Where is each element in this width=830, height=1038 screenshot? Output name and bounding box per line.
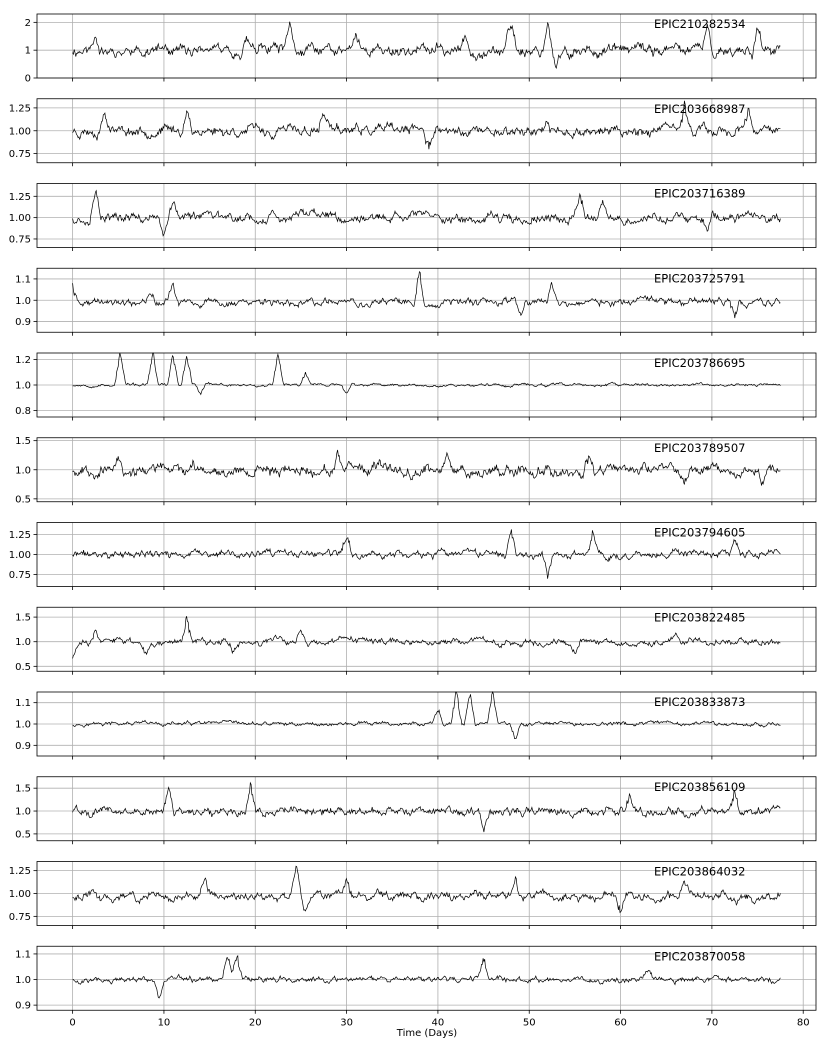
series-line xyxy=(72,449,781,486)
x-tick-label: 20 xyxy=(249,1017,262,1028)
series-line xyxy=(72,21,781,69)
y-tick-label: 1.0 xyxy=(15,720,31,731)
panel-label: EPIC203864032 xyxy=(654,865,745,879)
y-tick-label: 1.0 xyxy=(15,807,31,818)
series-line xyxy=(72,616,781,659)
y-tick-label: 1.5 xyxy=(15,613,31,624)
series-line xyxy=(72,690,781,740)
panel-label: EPIC203668987 xyxy=(654,102,745,116)
y-tick-label: 0.9 xyxy=(15,741,31,752)
series-line xyxy=(72,781,781,833)
panel-11: 0.9 1.0 1.1 EPIC203870058 0 10 20 30 40 50 60 70 80 xyxy=(15,945,817,1028)
x-axis-label: Time (Days) xyxy=(396,1028,458,1038)
panel-9: 0.5 1.0 1.5 EPIC203856109 xyxy=(15,776,817,845)
x-tick-label: 80 xyxy=(797,1017,810,1028)
series-line xyxy=(72,352,781,396)
x-tick-label: 70 xyxy=(706,1017,719,1028)
x-tick-label: 60 xyxy=(614,1017,627,1028)
y-tick-label: 1.0 xyxy=(15,296,31,307)
x-tick-label: 30 xyxy=(340,1017,353,1028)
series-line xyxy=(72,954,781,999)
panel-0: 0 1 2 EPIC210282534 xyxy=(25,13,817,85)
panel-label: EPIC203716389 xyxy=(654,187,745,201)
y-tick-label: 1.0 xyxy=(15,381,31,392)
panel-label: EPIC210282534 xyxy=(654,17,745,31)
panel-label: EPIC203856109 xyxy=(654,780,745,794)
y-tick-label: 1.25 xyxy=(9,530,31,541)
panel-5: 0.5 1.0 1.5 EPIC203789507 xyxy=(15,436,817,505)
y-tick-label: 0.8 xyxy=(15,406,31,417)
y-tick-label: 1.1 xyxy=(15,949,31,960)
axes-frame xyxy=(36,945,817,1011)
panel-label: EPIC203833873 xyxy=(654,695,745,709)
series-line xyxy=(72,865,781,914)
y-tick-label: 1.00 xyxy=(9,213,31,224)
y-tick-label: 1.25 xyxy=(9,103,31,114)
y-tick-label: 0.75 xyxy=(9,149,31,160)
x-tick-label: 40 xyxy=(432,1017,445,1028)
series-line xyxy=(72,529,781,579)
y-tick-label: 0.9 xyxy=(15,317,31,328)
y-tick-label: 0.75 xyxy=(9,234,31,245)
panel-label: EPIC203822485 xyxy=(654,610,745,624)
series-line xyxy=(72,189,781,237)
panel-label: EPIC203870058 xyxy=(654,949,745,963)
y-tick-label: 1.0 xyxy=(15,637,31,648)
x-tick-label: 50 xyxy=(523,1017,536,1028)
panel-label: EPIC203786695 xyxy=(654,356,745,370)
panel-1: 0.75 1.00 1.25 EPIC203668987 xyxy=(9,98,817,167)
y-tick-label: 2 xyxy=(25,18,31,29)
panel-label: EPIC203725791 xyxy=(654,271,745,285)
y-tick-label: 1.1 xyxy=(15,698,31,709)
y-tick-label: 0.9 xyxy=(15,1001,31,1012)
panel-6: 0.75 1.00 1.25 EPIC203794605 xyxy=(9,522,817,590)
series-line xyxy=(72,270,781,319)
x-tick-label: 10 xyxy=(158,1017,171,1028)
axes-frame xyxy=(36,606,817,672)
panel-10: 0.75 1.00 1.25 EPIC203864032 xyxy=(9,861,817,929)
y-tick-label: 0.5 xyxy=(15,494,31,505)
axes-frame xyxy=(36,13,817,79)
y-tick-label: 1.5 xyxy=(15,784,31,795)
panel-3: 0.9 1.0 1.1 EPIC203725791 xyxy=(15,267,817,336)
y-tick-label: 1.2 xyxy=(15,355,31,366)
y-tick-label: 1 xyxy=(25,46,31,57)
panel-label: EPIC203789507 xyxy=(654,441,745,455)
y-tick-label: 0.75 xyxy=(9,570,31,581)
panel-label: EPIC203794605 xyxy=(654,526,745,540)
axes-frame xyxy=(36,183,817,248)
y-tick-label: 1.0 xyxy=(15,975,31,986)
panel-2: 0.75 1.00 1.25 EPIC203716389 xyxy=(9,183,817,251)
panel-7: 0.5 1.0 1.5 EPIC203822485 xyxy=(15,606,817,675)
panel-8: 0.9 1.0 1.1 EPIC203833873 xyxy=(15,690,817,760)
y-tick-label: 1.0 xyxy=(15,465,31,476)
axes-frame xyxy=(36,776,817,842)
y-tick-label: 1.00 xyxy=(9,126,31,137)
y-tick-label: 1.25 xyxy=(9,866,31,877)
y-tick-label: 0.5 xyxy=(15,662,31,673)
x-tick-label: 0 xyxy=(69,1017,75,1028)
y-tick-label: 0.5 xyxy=(15,829,31,840)
y-tick-label: 0.75 xyxy=(9,912,31,923)
series-line xyxy=(72,100,781,150)
y-tick-label: 1.5 xyxy=(15,436,31,447)
y-tick-label: 1.1 xyxy=(15,274,31,285)
y-tick-label: 1.00 xyxy=(9,550,31,561)
y-tick-label: 1.00 xyxy=(9,889,31,900)
y-tick-label: 1.25 xyxy=(9,192,31,203)
panel-4: 0.8 1.0 1.2 EPIC203786695 xyxy=(15,352,817,421)
y-tick-label: 0 xyxy=(25,74,31,85)
